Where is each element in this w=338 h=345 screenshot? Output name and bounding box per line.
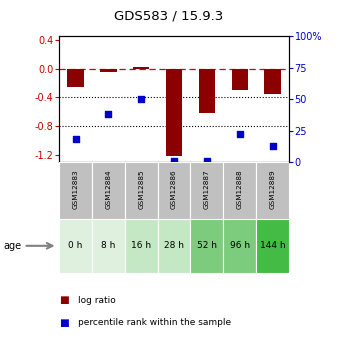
Text: 52 h: 52 h	[197, 241, 217, 250]
Bar	[92, 162, 125, 219]
Text: GSM12885: GSM12885	[138, 169, 144, 209]
Bar	[191, 162, 223, 219]
Point	[270, 143, 275, 148]
Point	[237, 131, 242, 137]
Bar	[125, 219, 158, 273]
Text: GSM12887: GSM12887	[204, 169, 210, 209]
Text: percentile rank within the sample: percentile rank within the sample	[78, 318, 231, 327]
Bar	[256, 162, 289, 219]
Text: GSM12884: GSM12884	[105, 169, 112, 209]
Bar	[158, 219, 191, 273]
Bar	[264, 69, 281, 94]
Text: 8 h: 8 h	[101, 241, 116, 250]
Bar	[67, 69, 84, 87]
Text: ■: ■	[59, 295, 69, 305]
Text: 96 h: 96 h	[230, 241, 250, 250]
Text: GSM12888: GSM12888	[237, 169, 243, 209]
Point	[171, 158, 177, 164]
Bar	[133, 67, 149, 69]
Text: GDS583 / 15.9.3: GDS583 / 15.9.3	[114, 9, 224, 22]
Text: GSM12889: GSM12889	[270, 169, 275, 209]
Bar	[223, 219, 256, 273]
Text: GSM12886: GSM12886	[171, 169, 177, 209]
Bar	[158, 162, 191, 219]
Bar	[59, 162, 92, 219]
Bar	[256, 219, 289, 273]
Text: age: age	[3, 241, 22, 251]
Bar	[100, 69, 117, 72]
Bar	[191, 219, 223, 273]
Bar	[223, 162, 256, 219]
Point	[139, 96, 144, 102]
Bar	[199, 69, 215, 113]
Text: 0 h: 0 h	[68, 241, 83, 250]
Bar	[232, 69, 248, 90]
Bar	[125, 162, 158, 219]
Text: 144 h: 144 h	[260, 241, 285, 250]
Text: ■: ■	[59, 318, 69, 327]
Text: log ratio: log ratio	[78, 296, 116, 305]
Point	[106, 111, 111, 117]
Point	[204, 158, 210, 164]
Bar	[166, 69, 182, 156]
Point	[73, 137, 78, 142]
Text: 16 h: 16 h	[131, 241, 151, 250]
Bar	[59, 219, 92, 273]
Text: GSM12883: GSM12883	[73, 169, 78, 209]
Bar	[92, 219, 125, 273]
Text: 28 h: 28 h	[164, 241, 184, 250]
